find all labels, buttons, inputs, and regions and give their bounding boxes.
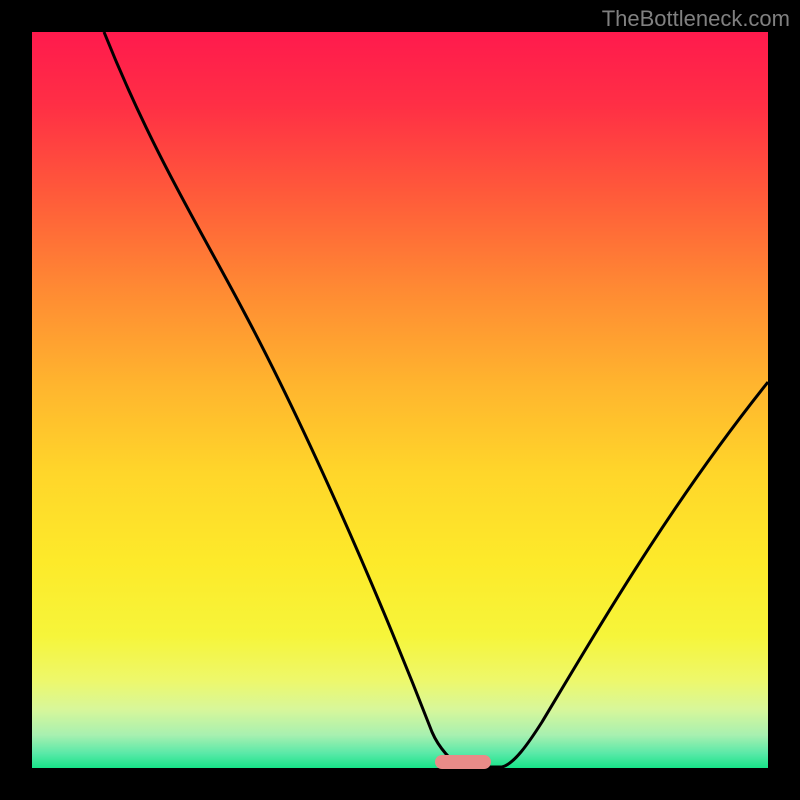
chart-container: TheBottleneck.com bbox=[0, 0, 800, 800]
watermark-text: TheBottleneck.com bbox=[602, 6, 790, 32]
optimal-marker bbox=[435, 755, 491, 769]
curve-path bbox=[104, 32, 768, 767]
bottleneck-curve bbox=[32, 32, 768, 768]
plot-area bbox=[32, 32, 768, 768]
